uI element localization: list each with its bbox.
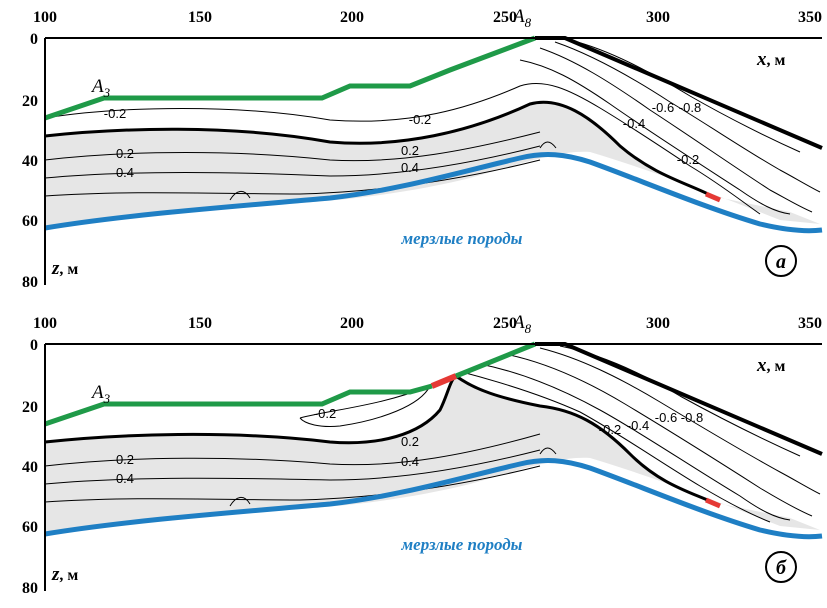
x-tick: 350 — [798, 315, 822, 332]
z-axis-title: z, м — [51, 564, 78, 585]
panel-a: 100 150 200 250 300 350 0 20 40 60 80 x,… — [22, 6, 823, 291]
contour-label: -0.6 — [655, 410, 677, 425]
thawed-region — [45, 376, 820, 534]
y-tick: 80 — [22, 580, 38, 597]
point-a8-label: A8 — [511, 312, 532, 336]
contour-label: 0.4 — [116, 471, 134, 486]
y-tick: 40 — [22, 459, 38, 476]
y-tick: 80 — [22, 274, 38, 291]
panel-mark: а — [765, 245, 797, 277]
thawed-region — [45, 102, 820, 228]
point-a8-label: A8 — [511, 6, 532, 30]
contour-label: 0.2 — [401, 434, 419, 449]
x-tick: 300 — [646, 315, 670, 332]
x-tick: 300 — [646, 9, 670, 26]
contour-label: -0.2 — [104, 106, 126, 121]
x-tick: 150 — [188, 315, 212, 332]
ground-surface — [455, 341, 536, 379]
contour-label: -0.4 — [623, 116, 645, 131]
contour-label: -0.2 — [677, 152, 699, 167]
permafrost-region-label: мерзлые породы — [401, 229, 523, 248]
panel-b: 100 150 200 250 300 350 0 20 40 60 80 x,… — [22, 312, 823, 597]
axes — [44, 343, 822, 591]
negative-isotherms — [461, 345, 821, 523]
contour-label: -0.2 — [314, 406, 336, 421]
contour-label: -0.2 — [599, 422, 621, 437]
point-a3-label: A3 — [90, 382, 111, 406]
permafrost-boundary — [44, 458, 823, 540]
breach-segment — [705, 191, 721, 203]
x-tick: 250 — [493, 9, 517, 26]
y-tick: 60 — [22, 213, 38, 230]
permafrost-boundary — [44, 152, 823, 234]
y-tick: 20 — [22, 93, 38, 110]
contour-label: 0.4 — [401, 454, 419, 469]
contour-label: -0.8 — [681, 410, 703, 425]
y-tick: 20 — [22, 399, 38, 416]
contour-label: 0.2 — [116, 146, 134, 161]
y-tick: 40 — [22, 153, 38, 170]
y-tick: 0 — [30, 31, 38, 48]
panel-mark-letter: а — [776, 251, 786, 273]
contour-label: -0.2 — [409, 112, 431, 127]
ground-surface — [44, 35, 536, 121]
y-tick: 0 — [30, 337, 38, 354]
x-ticks: 100 150 200 250 300 350 — [33, 9, 822, 26]
x-tick: 100 — [33, 9, 57, 26]
x-tick: 200 — [340, 9, 364, 26]
x-tick: 200 — [340, 315, 364, 332]
breach-segment — [430, 373, 458, 389]
negative-isotherm-pocket — [299, 385, 432, 427]
x-ticks: 100 150 200 250 300 350 — [33, 315, 822, 332]
ground-surface — [44, 383, 433, 427]
thaw-front — [44, 100, 713, 198]
axes — [44, 37, 822, 285]
x-tick: 250 — [493, 315, 517, 332]
contour-label: 0.4 — [116, 165, 134, 180]
y-ticks: 0 20 40 60 80 — [22, 31, 38, 291]
contour-label: -0.8 — [679, 100, 701, 115]
positive-isotherms — [44, 131, 557, 201]
contour-label: -0.6 — [652, 100, 674, 115]
contour-label: 0.4 — [401, 160, 419, 175]
contour-label: -0.4 — [627, 418, 649, 433]
contour-labels: -0.2 -0.2 -0.4 -0.6 -0.8 0.2 0.2 0.4 0.4 — [116, 406, 703, 486]
contour-label: 0.2 — [401, 143, 419, 158]
y-ticks: 0 20 40 60 80 — [22, 337, 38, 597]
contour-label: 0.2 — [116, 452, 134, 467]
x-axis-title: x, м — [756, 49, 786, 70]
panel-mark: б — [765, 551, 797, 583]
panel-mark-letter: б — [776, 557, 787, 579]
x-axis-title: x, м — [756, 355, 786, 376]
x-tick: 150 — [188, 9, 212, 26]
y-tick: 60 — [22, 519, 38, 536]
x-tick: 100 — [33, 315, 57, 332]
negative-isotherms — [44, 39, 821, 215]
x-tick: 350 — [798, 9, 822, 26]
z-axis-title: z, м — [51, 258, 78, 279]
permafrost-region-label: мерзлые породы — [401, 535, 523, 554]
point-a3-label: A3 — [90, 76, 111, 100]
positive-isotherms — [44, 433, 557, 507]
contour-labels: -0.2 -0.2 -0.2 -0.4 -0.6 -0.8 0.2 0.2 0.… — [104, 100, 701, 180]
breach-segment — [705, 497, 721, 509]
